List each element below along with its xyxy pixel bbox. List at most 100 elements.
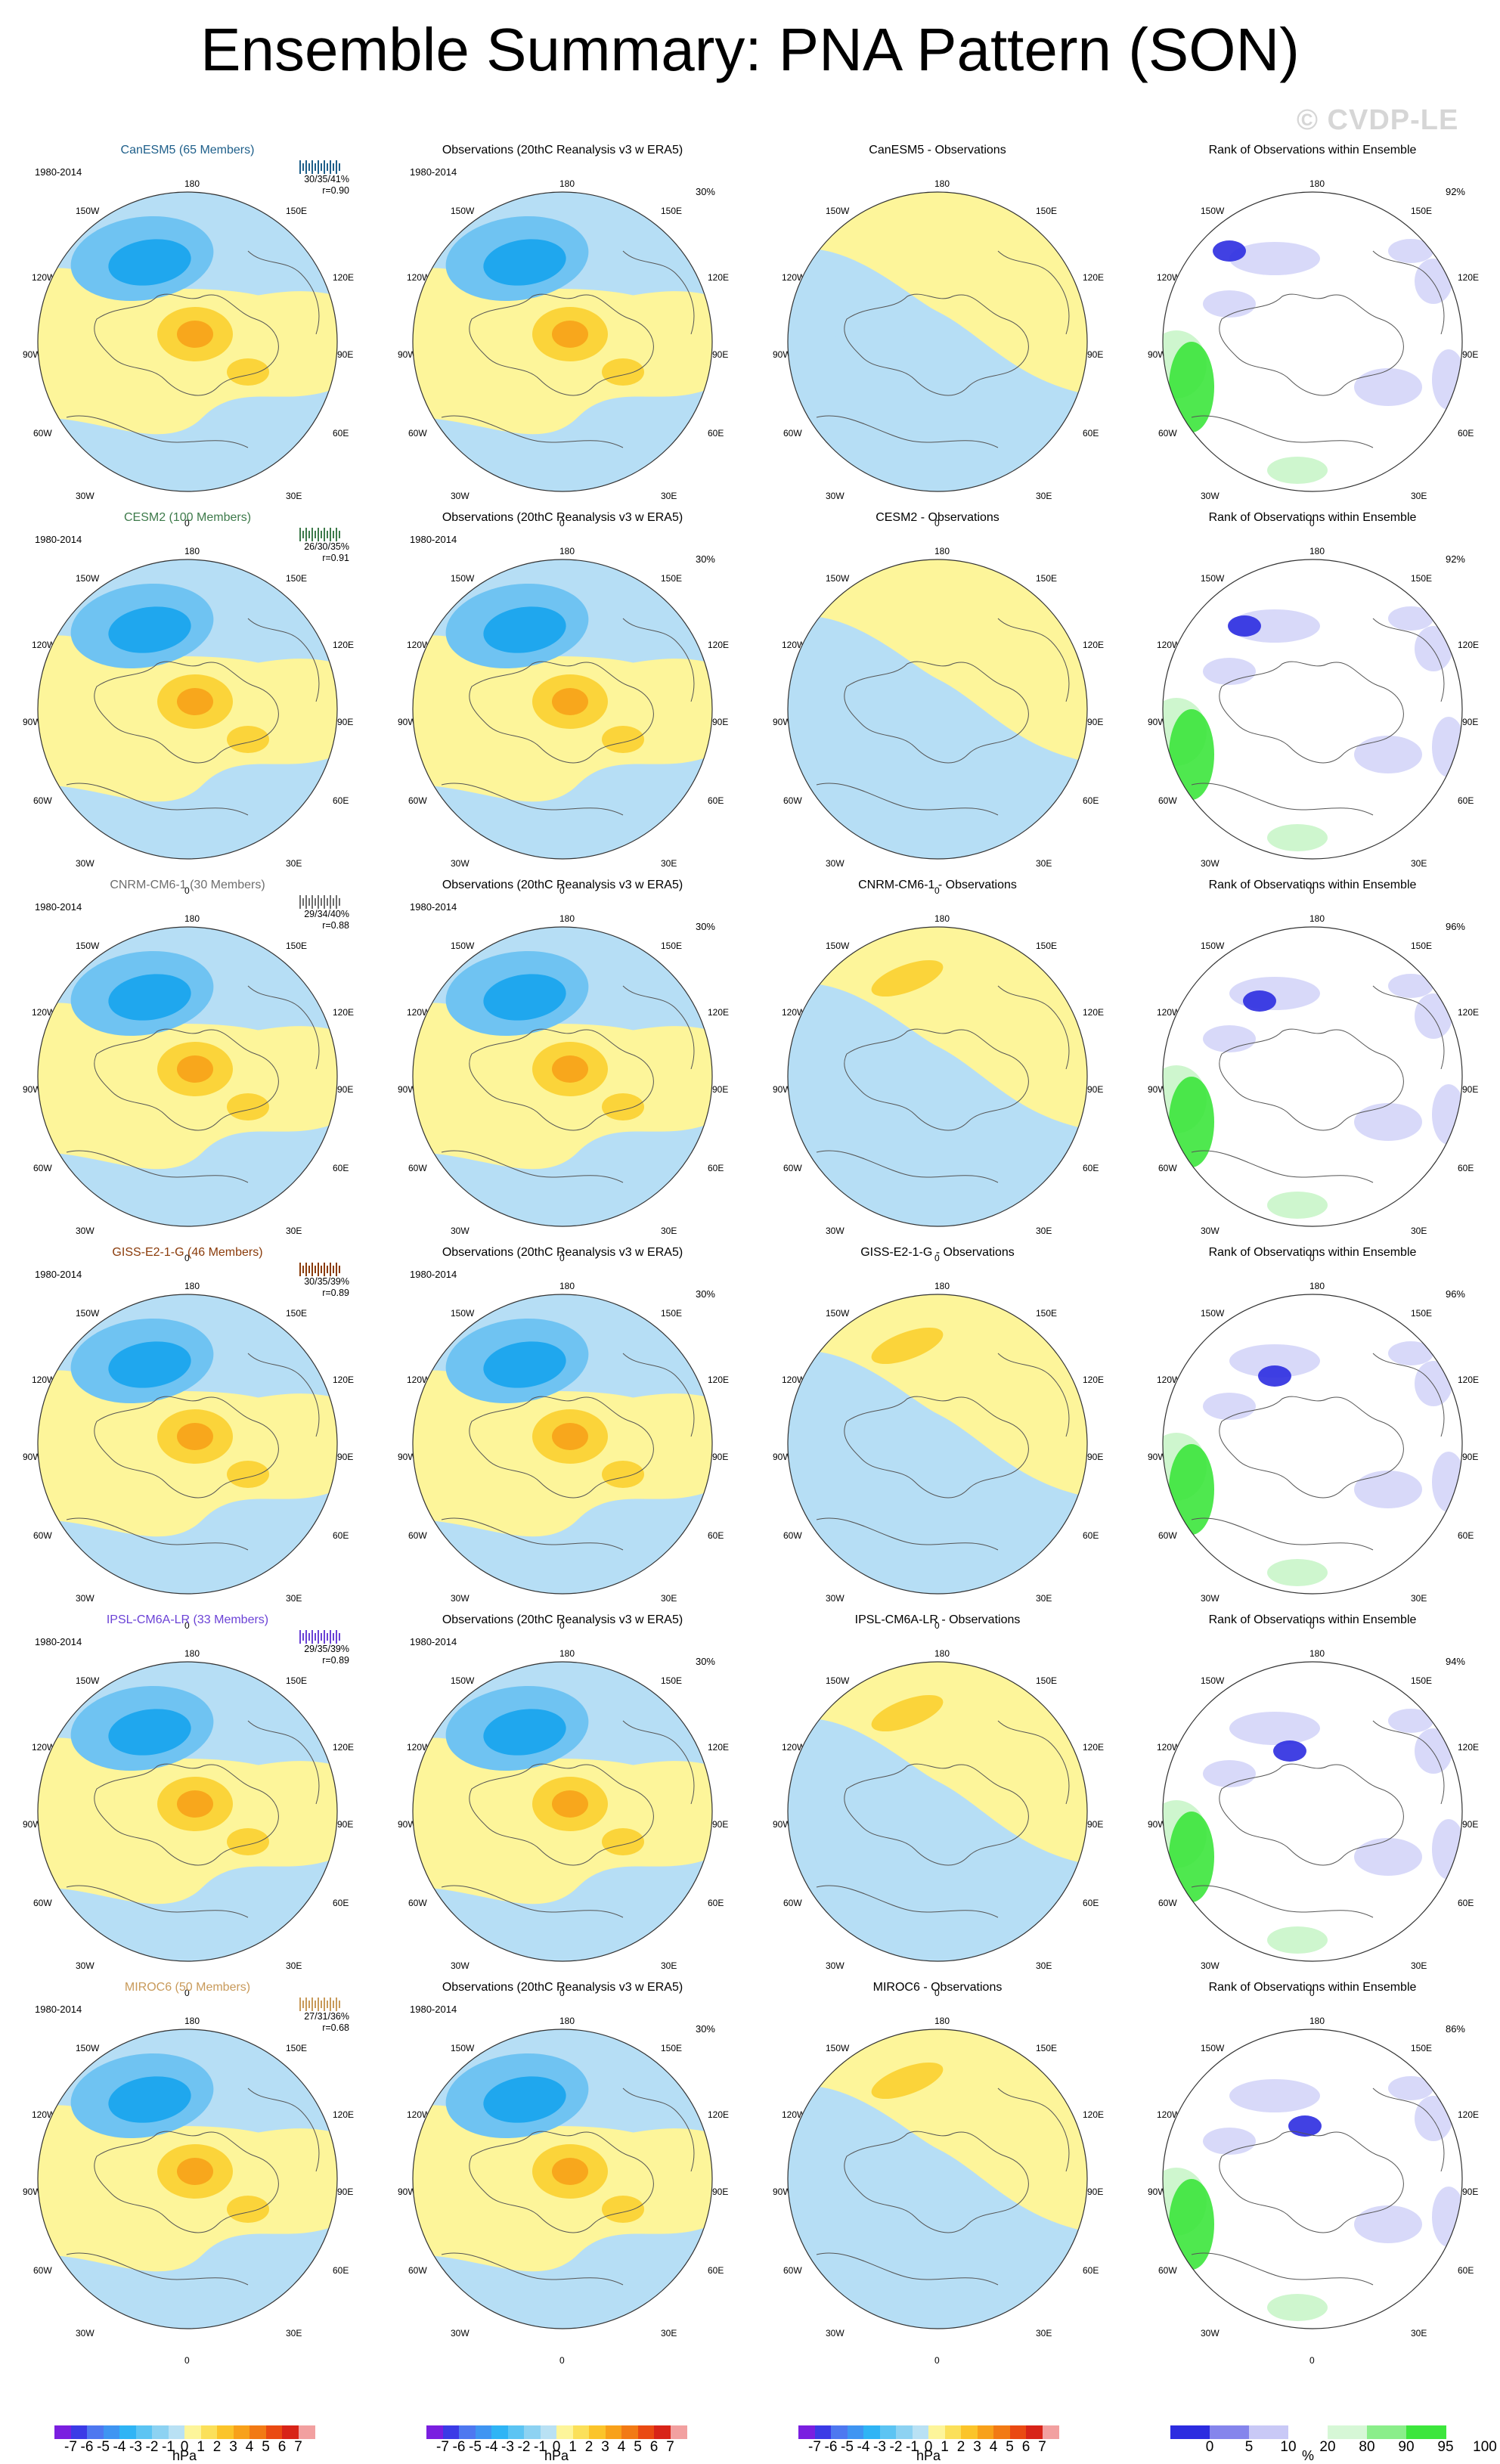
longitude-label: 0 [559,1253,565,1263]
longitude-label: 150W [826,573,850,584]
polar-map [37,1661,338,1962]
polar-map [412,2029,713,2329]
colorbar-swatch [459,2425,476,2439]
longitude-label: 120W [782,1742,806,1753]
pattern-correlation: r=0.90 [322,185,349,196]
rug-tick [327,898,328,906]
longitude-label: 60W [408,1163,427,1173]
longitude-label: 30W [76,1593,95,1604]
colorbar-swatch [1406,2425,1446,2439]
rug-tick [324,160,325,174]
colorbar-tick: -4 [113,2439,126,2455]
longitude-label: 120W [32,1742,56,1753]
rug-tick [318,1998,319,2011]
longitude-label: 60W [783,1898,802,1908]
longitude-label: 0 [1309,885,1315,896]
colorbar-tick: -2 [145,2439,159,2455]
rug-tick [327,163,328,171]
colorbar-swatch [103,2425,120,2439]
longitude-label: 60W [783,795,802,806]
variance-range: 29/35/39% [304,1644,349,1654]
colorbar-tick: 6 [649,2439,659,2455]
panel-title: CanESM5 (65 Members) [120,144,255,157]
longitude-label: 120W [782,1007,806,1018]
longitude-label: 90E [337,717,354,727]
longitude-label: 60E [333,795,349,806]
percent-label: 30% [695,553,715,565]
longitude-label: 60W [33,1163,52,1173]
longitude-label: 180 [1309,913,1325,924]
map-panel-diff: GISS-E2-1-G - Observations 180 150W 150E 120… [750,1223,1125,1631]
longitude-label: 150E [1036,1308,1058,1319]
longitude-label: 120E [1458,2109,1480,2120]
percent-label: 92% [1445,186,1465,197]
period-label: 1980-2014 [410,1269,457,1280]
colorbar-swatch [814,2425,832,2439]
rug-tick [305,1630,307,1644]
longitude-label: 0 [184,2355,190,2366]
colorbar-tick: -3 [129,2439,142,2455]
longitude-label: 90W [398,1084,417,1095]
polar-map [1162,926,1463,1227]
colorbar-tick: 95 [1437,2439,1454,2455]
ensemble-rug [295,1263,345,1276]
colorbar-swatch [54,2425,71,2439]
rug-tick [330,1630,331,1644]
rug-tick [302,2001,304,2008]
map-panel-obs: Observations (20thC Reanalysis v3 w ERA5… [375,121,750,528]
map-panel-obs: Observations (20thC Reanalysis v3 w ERA5… [375,1958,750,2366]
colorbar-swatch [670,2425,687,2439]
longitude-label: 30W [1201,1593,1220,1604]
rug-tick [305,528,307,541]
rug-tick [336,1998,337,2011]
longitude-label: 30W [451,1593,470,1604]
rug-tick [302,163,304,171]
longitude-label: 60W [33,1898,52,1908]
longitude-label: 30E [1411,491,1427,501]
longitude-label: 30W [826,858,845,869]
polar-map [412,191,713,492]
rug-tick [324,1630,325,1644]
rug-tick [339,2001,340,2008]
percent-label: 94% [1445,1656,1465,1667]
polar-map [1162,2029,1463,2329]
rug-tick [308,2001,310,2008]
longitude-label: 90W [773,2187,792,2197]
longitude-label: 60E [333,1163,349,1173]
longitude-label: 30E [1036,2328,1052,2338]
polar-map [412,1661,713,1962]
colorbar-tick: -7 [436,2439,449,2455]
longitude-label: 120E [1458,1742,1480,1753]
longitude-label: 60W [783,2265,802,2276]
rug-tick [321,1266,322,1273]
pattern-correlation: r=0.88 [322,920,349,931]
longitude-label: 180 [1309,1281,1325,1291]
polar-map [37,191,338,492]
colorbar-swatch [200,2425,218,2439]
longitude-label: 90E [1462,349,1479,360]
map-panel-diff: CanESM5 - Observations 180 150W 150E 120W 120… [750,121,1125,528]
colorbar-swatch [912,2425,929,2439]
longitude-label: 120W [407,640,431,650]
longitude-label: 120W [1157,640,1181,650]
colorbar-swatch [556,2425,573,2439]
rug-tick [330,1263,331,1276]
panel-title: Observations (20thC Reanalysis v3 w ERA5… [442,879,683,891]
colorbar-tick: 7 [666,2439,674,2455]
rug-tick [339,898,340,906]
rug-tick [305,1998,307,2011]
longitude-label: 90E [337,1819,354,1830]
longitude-label: 150E [1411,941,1433,951]
longitude-label: 90E [1087,1452,1104,1462]
longitude-label: 60W [33,2265,52,2276]
longitude-label: 120E [1083,1742,1105,1753]
rug-tick [305,1263,307,1276]
longitude-label: 60W [408,428,427,439]
longitude-label: 150W [826,206,850,216]
colorbar-swatch [507,2425,525,2439]
longitude-label: 150W [1201,573,1225,584]
rug-tick [308,163,310,171]
rug-tick [327,531,328,538]
longitude-label: 150W [826,941,850,951]
rug-tick [321,2001,322,2008]
